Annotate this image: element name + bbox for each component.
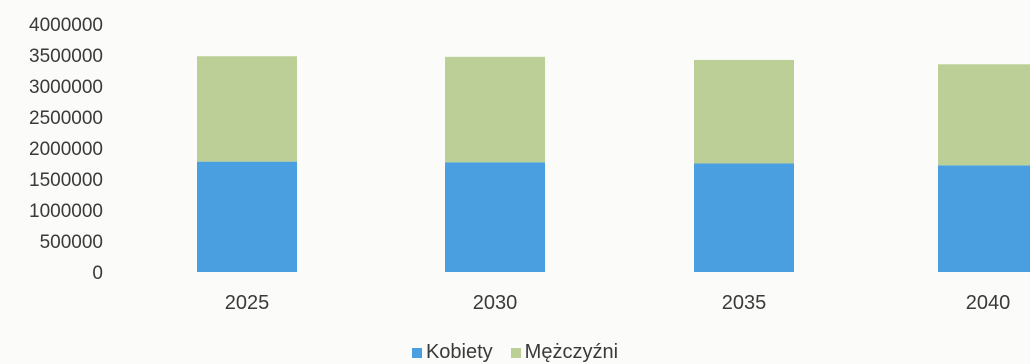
y-tick-label: 1500000 (29, 170, 103, 191)
legend-label-kobiety: Kobiety (425, 341, 493, 363)
y-tick-label: 3000000 (29, 77, 103, 98)
y-tick-label: 4000000 (29, 15, 103, 36)
bar-kobiety (694, 163, 794, 272)
legend-item-mezczyzni: Mężczyźni (510, 341, 619, 364)
y-tick-label: 1000000 (29, 201, 103, 222)
y-tick-label: 500000 (40, 232, 103, 253)
y-tick-label: 2000000 (29, 139, 103, 160)
bar-mezczyzni (445, 56, 545, 163)
bar-kobiety (197, 161, 297, 272)
x-tick-label: 2035 (722, 292, 767, 314)
legend-item-kobiety: Kobiety (411, 341, 493, 364)
bar-mezczyzni (197, 56, 297, 162)
x-tick-label: 2030 (473, 292, 518, 314)
legend: Kobiety Mężczyźni (0, 341, 1030, 364)
y-tick-label: 3500000 (29, 46, 103, 67)
legend-swatch-kobiety (411, 347, 422, 358)
legend-swatch-mezczyzni (510, 347, 521, 358)
bar-mezczyzni (938, 64, 1030, 166)
bar-kobiety (445, 162, 545, 272)
y-tick-label: 2500000 (29, 108, 103, 129)
bar-mezczyzni (694, 59, 794, 164)
x-tick-label: 2025 (225, 292, 270, 314)
y-tick-label: 0 (92, 263, 103, 284)
bar-kobiety (938, 165, 1030, 272)
x-tick-label: 2040 (966, 292, 1011, 314)
legend-label-mezczyzni: Mężczyźni (524, 341, 619, 363)
